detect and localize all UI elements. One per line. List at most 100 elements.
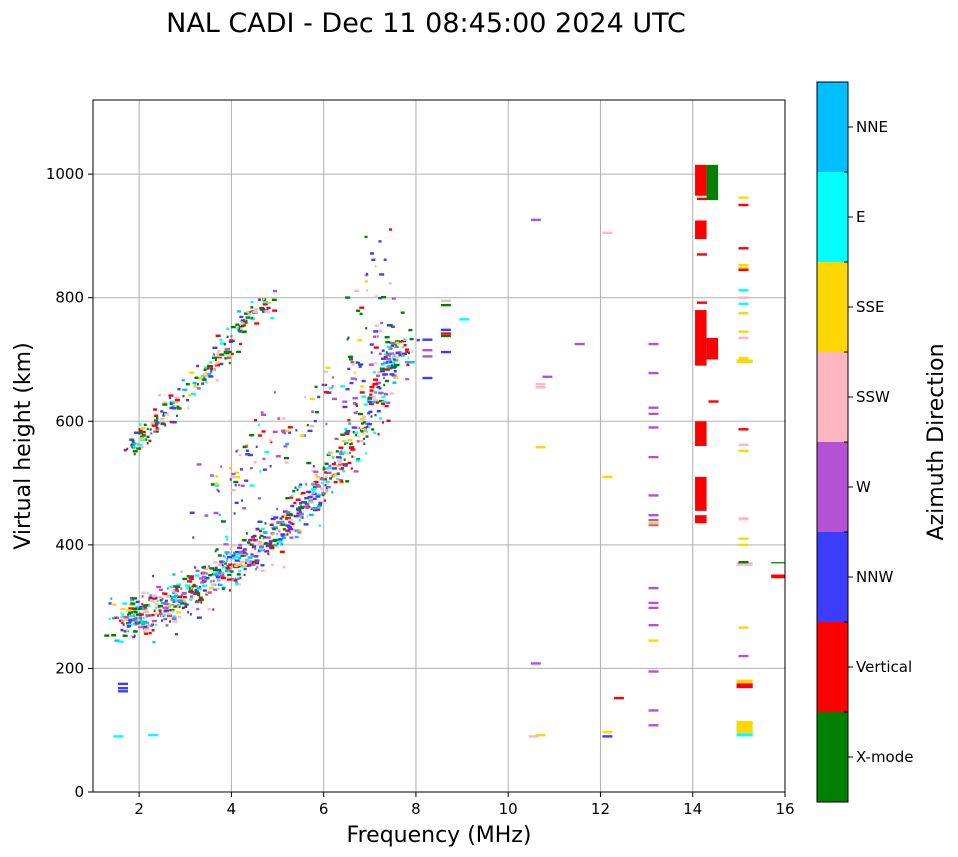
echo-band [736, 683, 753, 689]
echo-mark [648, 426, 659, 429]
echo-point [381, 400, 387, 404]
echo-point [347, 336, 350, 339]
echo-point [168, 605, 171, 609]
echo-point [189, 577, 194, 580]
echo-point [175, 611, 181, 614]
echo-point [194, 376, 199, 379]
plot-frame [92, 99, 786, 793]
echo-point [403, 343, 407, 347]
echo-point [287, 426, 293, 429]
echo-point [210, 365, 214, 368]
echo-point [150, 422, 155, 425]
echo-point [225, 348, 231, 351]
echo-point [373, 378, 379, 381]
echo-point [276, 542, 279, 545]
echo-point [120, 607, 126, 611]
echo-point [171, 610, 174, 613]
echo-point [275, 528, 281, 532]
echo-point [223, 347, 226, 351]
echo-mark [738, 357, 749, 360]
echo-point [346, 432, 350, 436]
echo-point [155, 430, 159, 433]
echo-point [244, 321, 248, 324]
echo-point [279, 523, 282, 527]
echo-point [326, 453, 331, 457]
echo-point [162, 411, 167, 415]
echo-point [254, 555, 259, 558]
echo-point [198, 596, 203, 599]
echo-mark [738, 330, 749, 333]
echo-point [138, 423, 142, 426]
echo-point [203, 368, 207, 372]
echo-point [218, 583, 223, 587]
echo-point [259, 529, 263, 533]
colorbar-title: Azimuth Direction [924, 343, 949, 540]
echo-point [257, 434, 262, 437]
echo-point [360, 430, 364, 433]
echo-point [238, 551, 243, 554]
echo-point [296, 508, 301, 511]
echo-point [214, 482, 219, 485]
echo-point [202, 584, 208, 587]
echo-mark [648, 514, 659, 517]
echo-point [184, 605, 188, 609]
echo-point [104, 634, 110, 637]
echo-point [305, 506, 310, 509]
echo-point [198, 585, 201, 589]
echo-point [350, 467, 353, 470]
echo-point [171, 617, 177, 621]
echo-point [328, 464, 332, 468]
echo-point [289, 531, 292, 534]
x-tick-label: 10 [499, 800, 518, 818]
echo-point [141, 595, 144, 598]
echo-point [149, 428, 152, 431]
echo-point [216, 354, 222, 358]
echo-point [386, 419, 391, 422]
echo-point [162, 613, 166, 617]
echo-point [275, 455, 281, 458]
echo-point [215, 379, 219, 382]
echo-point [201, 382, 205, 385]
echo-mark [648, 586, 659, 590]
echo-point [171, 589, 175, 593]
echo-point [213, 561, 218, 564]
echo-point [326, 467, 332, 470]
echo-point [349, 381, 354, 385]
echo-point [398, 351, 402, 354]
echo-point [381, 367, 385, 370]
echo-point [368, 402, 374, 406]
echo-point [189, 511, 195, 514]
echo-point [134, 621, 137, 625]
echo-mark [530, 662, 541, 665]
echo-point [324, 462, 329, 465]
echo-point [150, 432, 153, 435]
echo-band [706, 337, 719, 360]
echo-point [269, 544, 275, 548]
echo-point [285, 524, 291, 527]
echo-band [695, 310, 707, 366]
echo-point [189, 575, 194, 578]
echo-point [214, 358, 217, 361]
echo-point [172, 573, 176, 576]
echo-point [260, 534, 264, 538]
echo-point [331, 491, 334, 494]
echo-point [253, 539, 257, 542]
echo-point [235, 552, 241, 556]
echo-point [237, 327, 241, 330]
echo-point [296, 512, 300, 515]
echo-point [263, 542, 269, 545]
echo-point [285, 496, 290, 500]
echo-point [339, 450, 343, 454]
echo-point [376, 410, 381, 413]
echo-point [141, 603, 144, 606]
echo-point [132, 442, 137, 445]
echo-point [381, 395, 386, 399]
echo-point [114, 639, 120, 642]
echo-point [261, 310, 265, 313]
x-axis-label: Frequency (MHz) [347, 823, 532, 848]
echo-point [272, 538, 278, 542]
echo-point [154, 606, 157, 610]
echo-point [376, 385, 381, 389]
echo-point [250, 300, 254, 304]
echo-point [186, 586, 191, 589]
